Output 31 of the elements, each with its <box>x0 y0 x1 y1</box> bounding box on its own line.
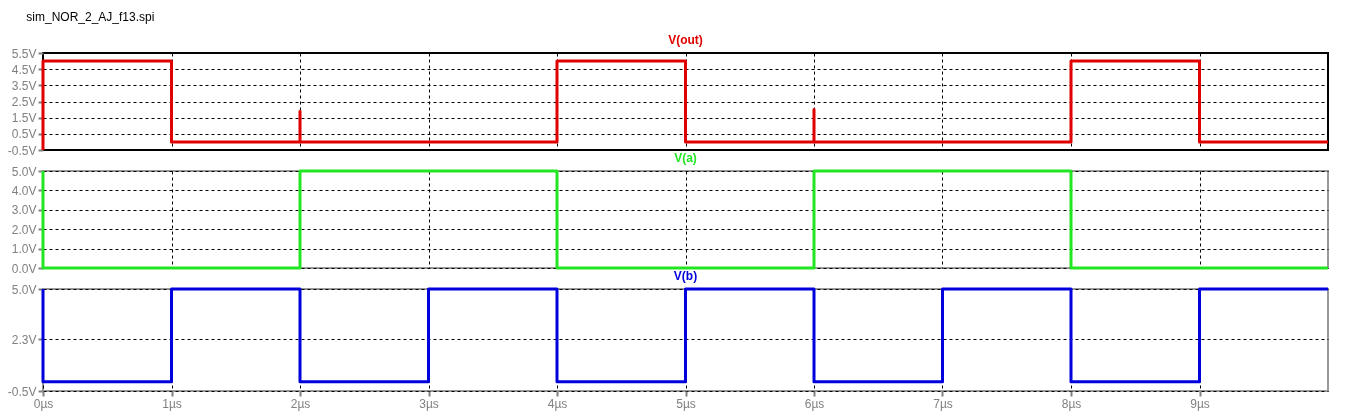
x-tick-label: 1µs <box>162 396 182 411</box>
y-tick-label: 5.0V <box>11 282 37 297</box>
text: sim_NOR_2_AJ_f13.spi <box>26 10 155 24</box>
x-tick-label: 7µs <box>933 396 953 411</box>
x-tick-label: 8µs <box>1061 396 1082 411</box>
chart-title: V(out) <box>668 33 703 47</box>
x-tick-label: 3µs <box>419 396 439 411</box>
y-tick-label: 4.0V <box>11 183 37 198</box>
y-tick-label: 5.5V <box>11 46 37 61</box>
x-tick-label: 2µs <box>290 396 311 411</box>
y-tick-label: 2.3V <box>11 332 37 347</box>
y-tick-label: 1.0V <box>11 242 37 257</box>
y-tick-label: 5.0V <box>11 164 37 179</box>
x-tick-label: 4µs <box>547 396 568 411</box>
y-tick-label: 4.5V <box>11 62 37 77</box>
y-tick-label: -0.5V <box>7 143 37 158</box>
y-tick-label: 3.5V <box>11 78 37 93</box>
y-tick-label: 0.5V <box>11 127 37 142</box>
x-tick-label: 0µs <box>33 396 54 411</box>
y-tick-label: 0.0V <box>11 261 37 276</box>
y-tick-label: 1.5V <box>11 111 37 126</box>
y-tick-label: 2.0V <box>11 222 37 237</box>
y-tick-label: 3.0V <box>11 203 37 218</box>
chart-title: V(a) <box>674 151 697 165</box>
y-tick-label: 2.5V <box>11 95 37 109</box>
line-series <box>41 59 1330 152</box>
chart-title: V(b) <box>673 269 698 283</box>
x-tick-label: 6µs <box>804 396 825 411</box>
y-tick-label: -0.5V <box>7 384 37 399</box>
x-tick-label: 5µs <box>676 396 696 411</box>
x-tick-label: 9µs <box>1190 396 1210 411</box>
